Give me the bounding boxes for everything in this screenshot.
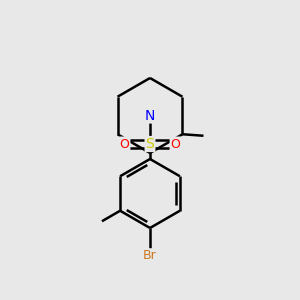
- Text: O: O: [120, 137, 129, 151]
- Text: O: O: [171, 137, 180, 151]
- Text: N: N: [145, 109, 155, 122]
- Text: S: S: [146, 137, 154, 151]
- Text: Br: Br: [143, 249, 157, 262]
